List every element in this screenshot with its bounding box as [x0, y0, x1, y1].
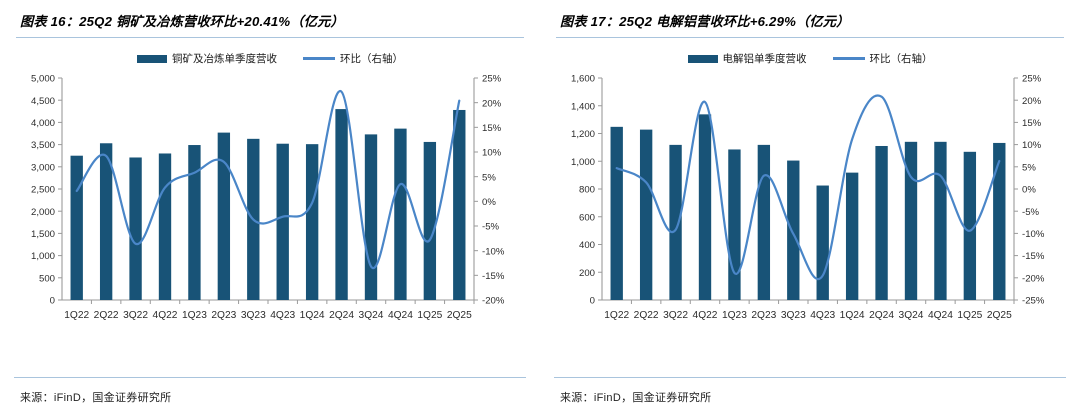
svg-text:10%: 10% [1022, 140, 1042, 151]
svg-text:0: 0 [590, 296, 595, 307]
svg-text:4Q24: 4Q24 [388, 310, 413, 321]
chart-plot-area-17: 0 200 400 600 800 1,000 1,200 1,400 1,600 -25% -20… [554, 72, 1066, 340]
svg-text:1,500: 1,500 [31, 229, 55, 240]
legend-bar-label: 电解铝单季度营收 [722, 53, 807, 65]
svg-text:25%: 25% [1022, 74, 1042, 85]
legend-item-line-17[interactable]: 环比（右轴） [832, 51, 933, 66]
chart-svg-17: 0 200 400 600 800 1,000 1,200 1,400 1,600 -25% -20… [571, 74, 1045, 321]
svg-text:4Q23: 4Q23 [810, 310, 835, 321]
svg-text:5,000: 5,000 [31, 74, 55, 85]
svg-text:0: 0 [50, 296, 55, 307]
svg-text:1Q22: 1Q22 [64, 310, 89, 321]
svg-text:2,500: 2,500 [31, 185, 55, 196]
svg-text:0%: 0% [1022, 185, 1036, 196]
footer-divider-16 [14, 377, 526, 378]
svg-text:-5%: -5% [482, 222, 500, 233]
svg-text:1Q24: 1Q24 [840, 310, 865, 321]
svg-text:3Q24: 3Q24 [359, 310, 384, 321]
svg-text:4Q23: 4Q23 [270, 310, 295, 321]
source-note-17: 来源：iFinD，国金证券研究所 [560, 392, 712, 404]
chart-plot-area-16: 0 500 1,000 1,500 2,000 2,500 3,000 3,500 4,000 4… [14, 72, 526, 340]
svg-text:2Q22: 2Q22 [94, 310, 119, 321]
svg-text:1,600: 1,600 [571, 74, 595, 85]
figure-panel-17: 图表 17：25Q2 电解铝营收环比+6.29%（亿元） 电解铝单季度营收 环比… [540, 0, 1080, 417]
svg-text:5%: 5% [482, 172, 496, 183]
page-title-16: 图表 16：25Q2 铜矿及冶炼营收环比+20.41%（亿元） [20, 14, 344, 29]
svg-text:3,500: 3,500 [31, 140, 55, 151]
svg-text:5%: 5% [1022, 162, 1036, 173]
svg-text:10%: 10% [482, 148, 502, 159]
svg-text:4Q24: 4Q24 [928, 310, 953, 321]
svg-text:3Q23: 3Q23 [241, 310, 266, 321]
svg-text:4,000: 4,000 [31, 118, 55, 129]
svg-text:1Q25: 1Q25 [417, 310, 442, 321]
svg-text:2Q24: 2Q24 [329, 310, 354, 321]
svg-text:1Q23: 1Q23 [722, 310, 747, 321]
footer-divider-17 [554, 377, 1066, 378]
svg-text:800: 800 [579, 185, 595, 196]
panel-divider [540, 0, 541, 417]
chart-legend-16: 铜矿及冶炼单季度营收 环比（右轴） [14, 51, 526, 66]
legend-bar-label: 铜矿及冶炼单季度营收 [172, 53, 277, 65]
svg-text:2,000: 2,000 [31, 207, 55, 218]
legend-item-bar-17[interactable]: 电解铝单季度营收 [687, 51, 807, 66]
svg-text:1,400: 1,400 [571, 101, 595, 112]
svg-text:15%: 15% [1022, 118, 1042, 129]
legend-line-label: 环比（右轴） [869, 53, 933, 65]
legend-bar-swatch-icon [137, 54, 167, 63]
svg-text:3Q22: 3Q22 [123, 310, 148, 321]
svg-text:2Q23: 2Q23 [211, 310, 236, 321]
svg-text:2Q25: 2Q25 [987, 310, 1012, 321]
svg-text:-25%: -25% [1022, 296, 1045, 307]
legend-line-label: 环比（右轴） [340, 53, 403, 65]
svg-text:1Q23: 1Q23 [182, 310, 207, 321]
svg-text:-10%: -10% [482, 246, 505, 257]
svg-text:400: 400 [579, 240, 595, 251]
svg-text:500: 500 [39, 273, 55, 284]
svg-text:1,200: 1,200 [571, 129, 595, 140]
svg-text:1,000: 1,000 [31, 251, 55, 262]
svg-text:-10%: -10% [1022, 229, 1045, 240]
svg-text:1Q22: 1Q22 [604, 310, 629, 321]
svg-text:200: 200 [579, 268, 595, 279]
title-divider-17 [556, 37, 1064, 38]
svg-text:1Q25: 1Q25 [957, 310, 982, 321]
svg-text:600: 600 [579, 212, 595, 223]
legend-line-swatch-icon [832, 57, 865, 60]
legend-bar-swatch-icon [687, 54, 718, 63]
svg-text:4Q22: 4Q22 [153, 310, 178, 321]
page-title-17: 图表 17：25Q2 电解铝营收环比+6.29%（亿元） [560, 14, 850, 29]
svg-text:-20%: -20% [1022, 273, 1045, 284]
source-note-16: 来源：iFinD，国金证券研究所 [20, 392, 172, 404]
svg-text:3Q24: 3Q24 [899, 310, 924, 321]
legend-line-swatch-icon [303, 57, 335, 60]
svg-text:2Q23: 2Q23 [751, 310, 776, 321]
svg-text:20%: 20% [482, 98, 502, 109]
title-divider-16 [16, 37, 524, 38]
svg-text:3Q23: 3Q23 [781, 310, 806, 321]
svg-text:1Q24: 1Q24 [300, 310, 325, 321]
svg-text:3Q22: 3Q22 [663, 310, 688, 321]
svg-text:2Q24: 2Q24 [869, 310, 894, 321]
svg-text:4Q22: 4Q22 [693, 310, 718, 321]
figure-panel-16: 图表 16：25Q2 铜矿及冶炼营收环比+20.41%（亿元） 铜矿及冶炼单季度… [14, 14, 526, 404]
svg-text:3,000: 3,000 [31, 162, 55, 173]
chart-legend-17: 电解铝单季度营收 环比（右轴） [554, 51, 1066, 66]
svg-text:-20%: -20% [482, 296, 505, 307]
legend-item-bar-16[interactable]: 铜矿及冶炼单季度营收 [137, 51, 277, 66]
chart-svg-16: 0 500 1,000 1,500 2,000 2,500 3,000 3,500 4,000 4… [31, 74, 505, 321]
svg-text:15%: 15% [482, 123, 502, 134]
svg-text:0%: 0% [482, 197, 496, 208]
svg-text:4,500: 4,500 [31, 96, 55, 107]
legend-item-line-16[interactable]: 环比（右轴） [303, 51, 403, 66]
svg-text:25%: 25% [482, 74, 502, 85]
svg-text:20%: 20% [1022, 96, 1042, 107]
svg-text:-15%: -15% [1022, 251, 1045, 262]
svg-text:-5%: -5% [1022, 207, 1040, 218]
svg-text:2Q22: 2Q22 [634, 310, 659, 321]
svg-text:-15%: -15% [482, 271, 505, 282]
svg-text:1,000: 1,000 [571, 157, 595, 168]
svg-text:2Q25: 2Q25 [447, 310, 472, 321]
